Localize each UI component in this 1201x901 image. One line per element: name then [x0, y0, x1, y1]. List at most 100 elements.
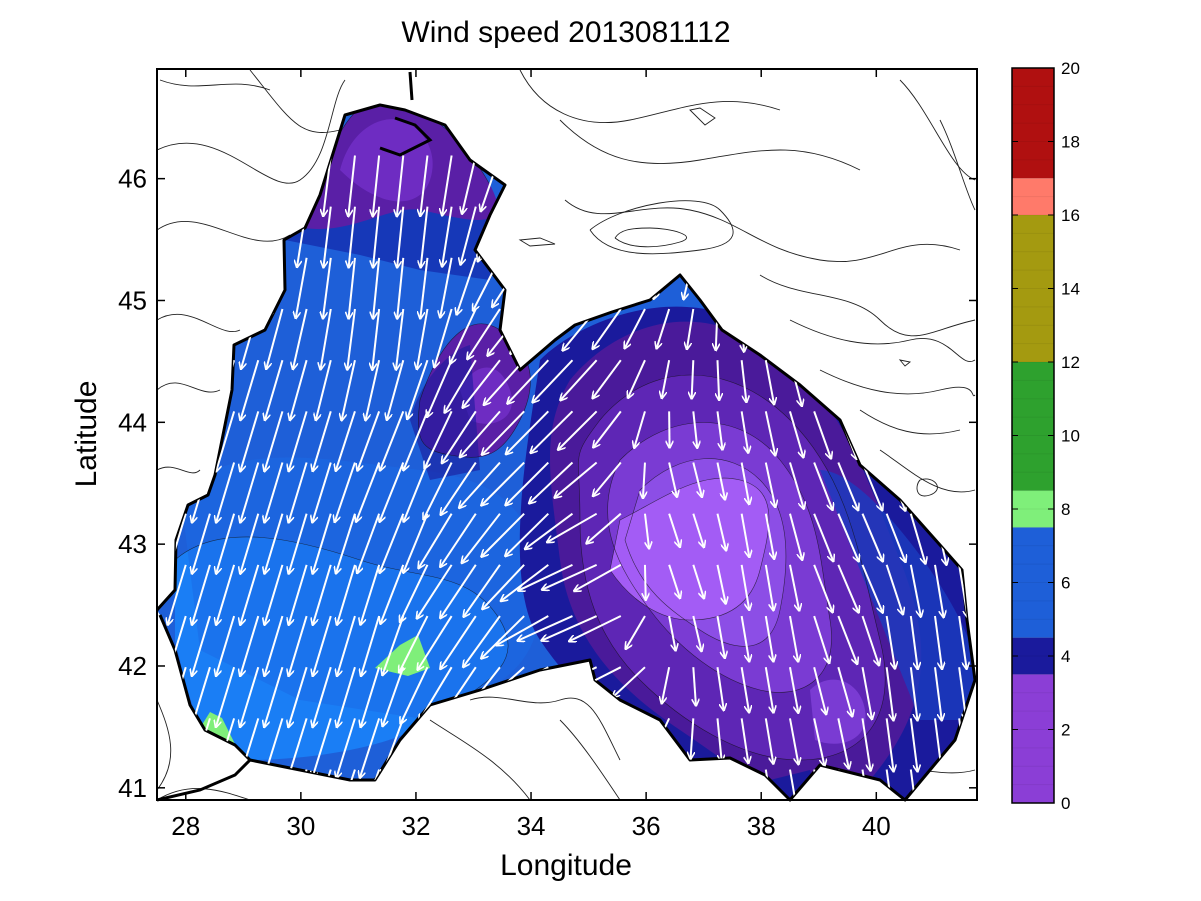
wind-vector-arrow: [313, 615, 332, 675]
wind-vector-arrow: [506, 461, 550, 505]
y-tick-label: 46: [118, 164, 147, 194]
wind-vector-arrow: [934, 667, 942, 719]
wind-vector-arrow: [418, 615, 453, 669]
wind-vector-arrow: [336, 513, 356, 573]
colorbar-band: [1012, 490, 1054, 528]
wind-vector-arrow: [404, 513, 429, 572]
wind-vector-arrow: [348, 155, 356, 216]
coastline-north-estuary: [379, 71, 433, 157]
wind-vector-arrow: [764, 411, 775, 454]
plot-frame: [156, 68, 978, 801]
wind-vector-arrow: [764, 564, 773, 609]
wind-vector-arrow: [360, 718, 381, 777]
wind-vector-arrow: [425, 410, 453, 467]
wind-vector-arrow: [570, 615, 622, 641]
colorbar-tick-label: 2: [1061, 721, 1070, 740]
wind-vector-arrow: [408, 359, 429, 418]
wind-vector-arrow: [764, 615, 773, 660]
wind-vector-arrow: [662, 667, 671, 702]
wind-vector-arrow: [716, 564, 725, 603]
wind-vector-arrow: [442, 155, 453, 215]
wind-vector-arrow: [613, 666, 646, 696]
wind-vector-arrow: [693, 667, 696, 704]
colorbar-tick-label: 20: [1061, 59, 1080, 78]
wind-vector-arrow: [296, 257, 308, 317]
wind-vector-arrow: [626, 615, 646, 648]
wind-vector-arrow: [337, 666, 356, 726]
wind-vector-arrow: [861, 615, 878, 664]
wind-vector-arrow: [321, 308, 332, 368]
colorbar-tick-label: 4: [1061, 647, 1070, 666]
black-sea-coastline: [155, 103, 977, 802]
wind-vector-arrow: [216, 564, 236, 624]
wind-vector-arrow: [813, 462, 832, 510]
wind-vector-arrow: [192, 615, 211, 675]
y-tick-label: 42: [118, 651, 147, 681]
wind-vector-arrow: [337, 564, 356, 624]
wind-vector-arrow: [441, 615, 477, 668]
wind-vector-arrow: [482, 461, 525, 505]
colorbar-tick-label: 8: [1061, 500, 1070, 519]
wind-vector-arrow: [337, 718, 356, 777]
wind-vector-arrow: [265, 359, 284, 419]
contour-line: [518, 237, 556, 247]
wind-vector-arrow: [313, 718, 332, 777]
wind-vector-arrow: [837, 564, 858, 612]
wind-vector-arrow: [419, 513, 453, 568]
wind-vector-arrow: [216, 615, 236, 675]
wind-vector-arrow: [289, 462, 308, 522]
wind-vector-arrow: [241, 462, 260, 522]
contour-line: [898, 359, 912, 367]
wind-vector-arrow: [716, 513, 725, 550]
wind-vector-arrow: [442, 206, 453, 266]
wind-vector-arrow: [885, 667, 894, 719]
contour-line: [157, 699, 172, 791]
wind-vector-arrow: [813, 564, 832, 612]
wind-vector-arrow: [336, 411, 356, 470]
wind-vector-arrow: [417, 308, 429, 368]
y-tick-label: 43: [118, 529, 147, 559]
wind-vector-arrow: [241, 564, 260, 624]
colorbar-band: [1012, 674, 1054, 803]
wind-vector-arrow: [373, 257, 381, 318]
wind-vector-arrow: [789, 411, 803, 456]
wind-vector-arrow: [420, 155, 429, 216]
colorbar-band: [1012, 527, 1054, 638]
wind-vector-arrow: [813, 718, 824, 765]
wind-vector-arrow: [789, 513, 802, 559]
wind-vector-arrow: [628, 359, 646, 397]
wind-vector-arrow: [241, 359, 260, 419]
wind-vector-arrow: [692, 360, 694, 397]
wind-vector-arrow: [740, 718, 749, 762]
wind-vector-arrow: [313, 513, 332, 573]
colorbar: 0 2 4 6 8 10 12 14 16 18 20: [1011, 59, 1080, 813]
wind-vector-arrow: [288, 718, 308, 777]
wind-vector-arrow: [373, 206, 381, 267]
wind-vector-arrow: [813, 513, 833, 561]
x-axis-label: Longitude: [500, 849, 632, 882]
wind-vector-arrow: [361, 564, 381, 624]
contour-line: [939, 119, 976, 211]
wind-vector-arrow: [397, 155, 405, 216]
wind-vector-arrow: [442, 410, 477, 462]
wind-vector-arrow: [289, 666, 308, 726]
contour-line: [559, 119, 861, 171]
wind-vector-arrow: [861, 718, 870, 769]
wind-vector-arrow: [380, 410, 405, 469]
wind-vector-arrow: [934, 564, 943, 616]
wind-vector-arrow: [717, 360, 719, 399]
colorbar-ticks: 0 2 4 6 8 10 12 14 16 18 20: [1012, 59, 1080, 813]
wind-vector-arrow: [482, 615, 525, 658]
contour-line: [519, 69, 781, 123]
wind-vector-arrow: [441, 461, 477, 515]
contour-line: [157, 79, 346, 184]
contour-line: [614, 227, 688, 248]
wind-vector-arrow: [958, 615, 966, 668]
wind-vector-arrow: [400, 564, 429, 621]
wind-vector-arrow: [506, 512, 550, 556]
wind-vector-arrow: [358, 411, 381, 469]
contour-line: [819, 369, 976, 397]
wind-vector-arrow: [404, 462, 429, 521]
wind-vector-arrow: [587, 512, 622, 543]
wind-vector-arrow: [657, 308, 671, 348]
